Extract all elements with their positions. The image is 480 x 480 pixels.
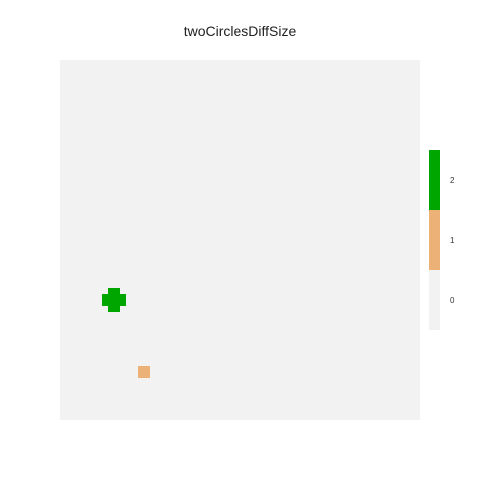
legend-label-1: 1 <box>450 236 455 245</box>
chart-title: twoCirclesDiffSize <box>184 23 297 39</box>
plot-background <box>60 60 420 420</box>
heatmap-cell-value-1 <box>144 366 150 372</box>
legend-label-0: 0 <box>450 296 455 305</box>
heatmap-cell-value-2 <box>108 294 114 300</box>
legend-swatch-0 <box>429 270 440 330</box>
heatmap-cell-value-2 <box>108 306 114 312</box>
heatmap-cells <box>102 288 150 378</box>
heatmap-cell-value-1 <box>138 372 144 378</box>
heatmap-cell-value-2 <box>114 300 120 306</box>
heatmap-cell-value-2 <box>102 294 108 300</box>
legend-swatch-1 <box>429 210 440 270</box>
legend-label-2: 2 <box>450 176 455 185</box>
heatmap-cell-value-2 <box>120 294 126 300</box>
heatmap-cell-value-2 <box>108 288 114 294</box>
color-legend: 2 1 0 <box>429 150 455 330</box>
heatmap-cell-value-2 <box>114 288 120 294</box>
legend-swatch-2 <box>429 150 440 210</box>
heatmap-cell-value-1 <box>138 366 144 372</box>
heatmap-cell-value-2 <box>114 306 120 312</box>
heatmap-cell-value-1 <box>144 372 150 378</box>
heatmap-cell-value-2 <box>120 300 126 306</box>
heatmap-cell-value-2 <box>102 300 108 306</box>
heatmap-cell-value-2 <box>108 300 114 306</box>
heatmap-cell-value-2 <box>114 294 120 300</box>
